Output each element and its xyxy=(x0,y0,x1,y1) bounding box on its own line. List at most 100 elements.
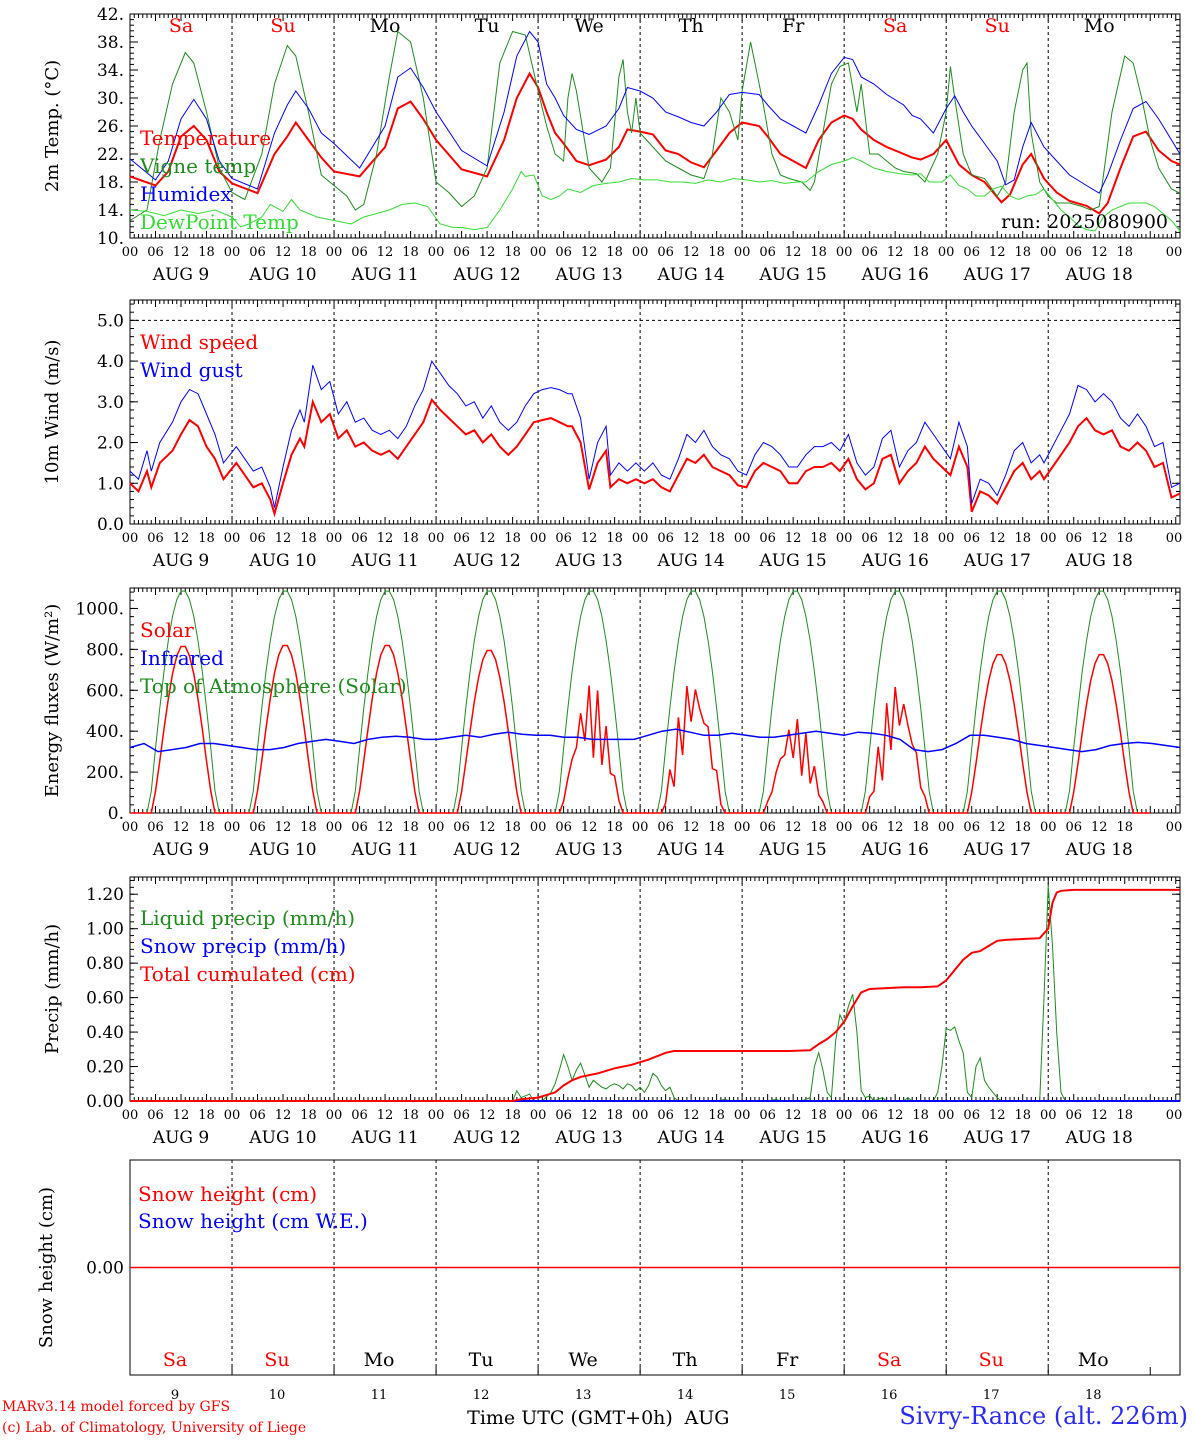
y-tick-label: 0.0 xyxy=(97,515,124,535)
hour-label: 00 xyxy=(428,820,445,835)
run-label: run: 2025080900 xyxy=(1001,211,1168,233)
day-number: 11 xyxy=(371,1388,388,1403)
hour-label: 00 xyxy=(428,1108,445,1123)
hour-label: 06 xyxy=(147,531,164,546)
hour-label: 18 xyxy=(912,1108,929,1123)
hour-label: 06 xyxy=(759,245,776,260)
hour-label: 18 xyxy=(1116,531,1133,546)
day-name: Su xyxy=(264,1349,289,1371)
hour-label: 00 xyxy=(632,531,649,546)
hour-label: 06 xyxy=(555,1108,572,1123)
date-label: AUG 10 xyxy=(248,1128,316,1148)
date-label: AUG 18 xyxy=(1065,1128,1133,1148)
hour-label: 06 xyxy=(249,531,266,546)
day-name: We xyxy=(568,1349,597,1371)
y-tick-label: 1.00 xyxy=(86,920,124,940)
date-label: AUG 10 xyxy=(248,551,316,571)
hour-label: 18 xyxy=(708,820,725,835)
series-line xyxy=(129,71,1181,215)
panel-3: 00 06 12 18 00 06 12 18 00 06 12 18 00 06 12 18 00 06 12 18… xyxy=(42,587,1183,860)
hour-label: 06 xyxy=(963,820,980,835)
hour-label: 06 xyxy=(657,531,674,546)
hour-label: 18 xyxy=(810,820,827,835)
hour-label: 06 xyxy=(861,531,878,546)
date-label: AUG 9 xyxy=(152,840,209,860)
legend-entry: Vigne temp xyxy=(139,154,256,178)
hour-label: 06 xyxy=(351,245,368,260)
hour-label: 00 xyxy=(938,1108,955,1123)
hour-label: 12 xyxy=(887,531,904,546)
day-name: Fr xyxy=(782,15,805,37)
hour-label: 00 xyxy=(632,245,649,260)
legend-entry: Total cumulated (cm) xyxy=(140,962,356,986)
hour-label: 00 xyxy=(122,531,139,546)
hour-label: 18 xyxy=(1116,245,1133,260)
panel-4: 00 06 12 18 00 06 12 18 00 06 12 18 00 06 12 18 00 06 12 18… xyxy=(42,876,1182,1148)
legend-entry: Snow height (cm) xyxy=(138,1182,317,1206)
hour-label: 12 xyxy=(683,531,700,546)
x-axis-month: AUG xyxy=(684,1407,730,1429)
hour-label: 12 xyxy=(1091,1108,1108,1123)
hour-label: 06 xyxy=(1065,245,1082,260)
hour-label: 00 xyxy=(428,245,445,260)
hour-label: 06 xyxy=(453,1108,470,1123)
panel-2: 00 06 12 18 00 06 12 18 00 06 12 18 00 06 12 18 00 06 12 18… xyxy=(42,299,1182,571)
hour-label: 00 xyxy=(836,245,853,260)
day-name: Mo xyxy=(1084,15,1115,37)
date-label: AUG 18 xyxy=(1065,265,1133,285)
date-label: AUG 11 xyxy=(350,840,418,860)
y-tick-label: 0.40 xyxy=(86,1023,124,1043)
hour-label: 06 xyxy=(759,1108,776,1123)
legend-entry: Humidex xyxy=(140,182,232,206)
hour-label: 06 xyxy=(657,820,674,835)
hour-label: 06 xyxy=(249,1108,266,1123)
hour-label: 00 xyxy=(938,820,955,835)
hour-label: 12 xyxy=(173,820,190,835)
y-tick-label: 400. xyxy=(86,722,124,742)
hour-label: 12 xyxy=(479,531,496,546)
date-label: AUG 15 xyxy=(759,551,827,571)
hour-label: 00 xyxy=(632,820,649,835)
hour-label: 12 xyxy=(785,1108,802,1123)
y-tick-label: 3.0 xyxy=(97,393,124,413)
date-label: AUG 13 xyxy=(554,265,622,285)
hour-label: 00 xyxy=(1040,245,1057,260)
hour-label: 18 xyxy=(1116,1108,1133,1123)
hour-label: 12 xyxy=(785,245,802,260)
date-label: AUG 14 xyxy=(657,265,725,285)
hour-label: 00 xyxy=(1166,820,1183,835)
date-label: AUG 16 xyxy=(861,265,929,285)
credit-lab: (c) Lab. of Climatology, University of L… xyxy=(2,1420,307,1436)
y-tick-label: 38. xyxy=(97,33,124,53)
y-axis-label: 2m Temp. (°C) xyxy=(42,60,63,192)
hour-label: 00 xyxy=(632,1108,649,1123)
series-line xyxy=(129,30,1181,221)
hour-label: 06 xyxy=(861,1108,878,1123)
hour-label: 06 xyxy=(657,1108,674,1123)
date-label: AUG 9 xyxy=(152,1128,209,1148)
date-label: AUG 11 xyxy=(350,551,418,571)
date-label: AUG 17 xyxy=(963,840,1031,860)
y-tick-label: 42. xyxy=(97,5,124,25)
legend-entry: Wind gust xyxy=(140,358,243,382)
date-label: AUG 9 xyxy=(152,265,209,285)
date-label: AUG 13 xyxy=(554,1128,622,1148)
y-tick-label: 0. xyxy=(108,804,124,824)
date-label: AUG 10 xyxy=(248,265,316,285)
hour-label: 00 xyxy=(224,245,241,260)
legend-entry: Liquid precip (mm/h) xyxy=(140,906,355,930)
day-number: 17 xyxy=(983,1388,1000,1403)
y-tick-label: 0.60 xyxy=(86,989,124,1009)
hour-label: 12 xyxy=(683,245,700,260)
day-name: Mo xyxy=(1078,1349,1109,1371)
hour-label: 18 xyxy=(1014,1108,1031,1123)
hour-label: 00 xyxy=(1040,1108,1057,1123)
hour-label: 06 xyxy=(351,820,368,835)
date-label: AUG 16 xyxy=(861,1128,929,1148)
series-line xyxy=(129,156,1181,232)
hour-label: 12 xyxy=(479,245,496,260)
hour-label: 06 xyxy=(555,531,572,546)
hour-label: 18 xyxy=(402,820,419,835)
day-number: 9 xyxy=(171,1388,179,1403)
hour-label: 18 xyxy=(810,1108,827,1123)
